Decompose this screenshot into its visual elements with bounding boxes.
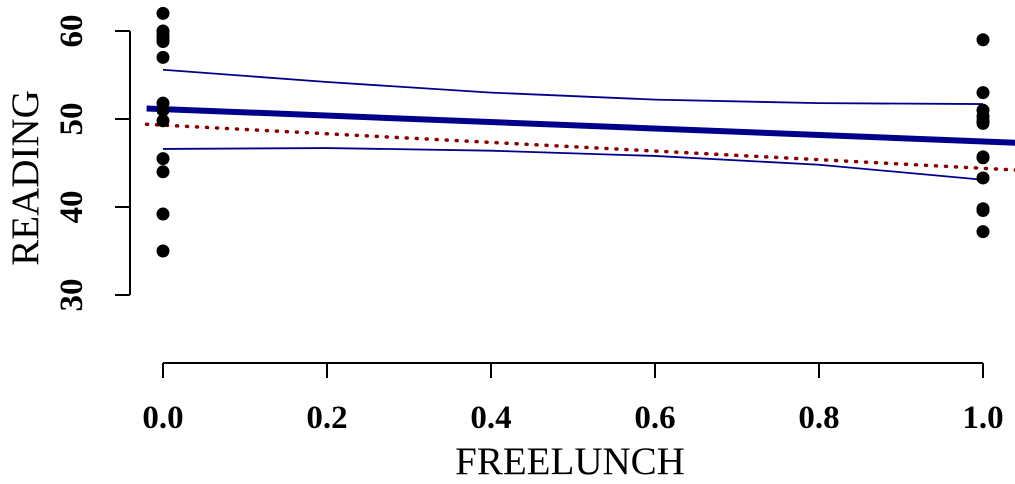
dotted-line [144, 122, 1015, 172]
data-point [976, 225, 990, 239]
data-point [976, 151, 990, 165]
data-point [156, 103, 170, 117]
data-point [156, 28, 170, 42]
x-tick-label: 0.8 [798, 400, 839, 436]
confidence-band-upper [162, 68, 984, 105]
regression-fit-line [146, 105, 1015, 146]
y-tick-label: 50 [54, 103, 90, 136]
data-point [156, 244, 170, 258]
x-tick-label: 0.6 [634, 400, 675, 436]
x-tick-label: 1.0 [962, 400, 1003, 436]
data-point [976, 204, 990, 218]
data-point [156, 207, 170, 221]
data-point [156, 152, 170, 166]
y-tick-label: 30 [54, 279, 90, 312]
confidence-band [162, 68, 984, 181]
fit-line [146, 105, 1015, 146]
y-tick-label: 40 [54, 191, 90, 224]
data-point [976, 33, 990, 47]
x-tick-label: 0.4 [470, 400, 511, 436]
axes: 30 40 50 60 0.0 0.2 0.4 0.6 0.8 1.0 [54, 15, 1004, 437]
x-axis-title: FREELUNCH [455, 440, 685, 479]
x-tick-label: 0.2 [306, 400, 347, 436]
data-point [156, 50, 170, 64]
data-point [976, 86, 990, 100]
data-point [156, 165, 170, 179]
y-axis-title: READING [4, 90, 47, 265]
data-point [976, 171, 990, 185]
y-tick-label: 60 [54, 15, 90, 48]
data-points [156, 6, 990, 258]
data-point [976, 116, 990, 130]
data-point [156, 6, 170, 20]
data-point [156, 114, 170, 128]
dotted-reference-line [144, 122, 1015, 172]
x-tick-label: 0.0 [142, 400, 183, 436]
confidence-band-lower [162, 147, 984, 181]
